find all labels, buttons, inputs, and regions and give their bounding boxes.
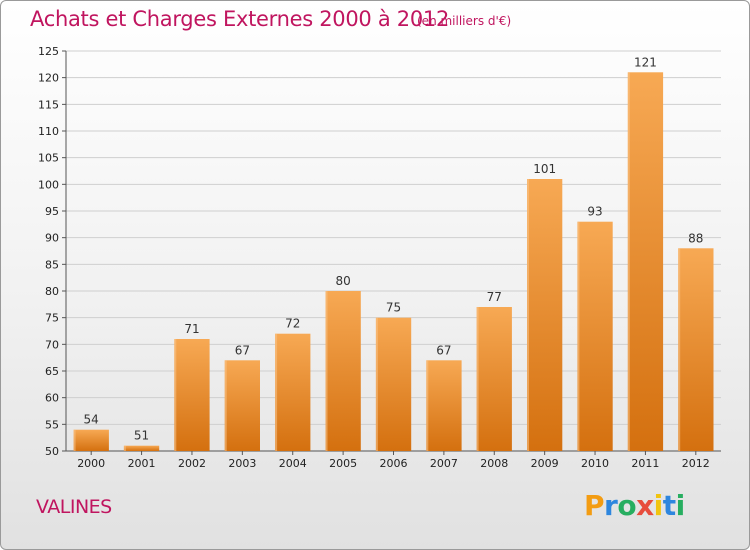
proxiti-logo[interactable]: Proxiti (584, 489, 685, 522)
data-labels: 54 51 71 67 72 80 75 67 77 101 93 121 88 (84, 55, 704, 442)
chart-title: Achats et Charges Externes 2000 à 2012 (30, 7, 450, 31)
bar (174, 339, 210, 451)
x-tick-label: 2010 (581, 457, 609, 470)
y-tick-label: 80 (45, 285, 59, 298)
bar (527, 179, 563, 451)
data-label: 51 (134, 429, 149, 443)
x-tick-label: 2012 (682, 457, 710, 470)
bar (325, 291, 361, 451)
y-tick-label: 90 (45, 232, 59, 245)
x-tick-label: 2008 (480, 457, 508, 470)
bar (224, 360, 260, 451)
bar (275, 333, 311, 451)
logo-letter: o (617, 489, 637, 522)
y-tick-label: 70 (45, 338, 59, 351)
bar-highlight (73, 429, 76, 451)
bar (123, 445, 160, 451)
x-tick-label: 2004 (279, 457, 307, 470)
y-tick-label: 100 (38, 178, 59, 191)
bar-highlight (577, 221, 580, 451)
bar-highlight (627, 72, 630, 452)
y-tick-label: 95 (45, 205, 59, 218)
data-label: 121 (634, 55, 657, 69)
data-label: 88 (688, 231, 703, 245)
data-label: 75 (386, 301, 401, 315)
x-tick-label: 2000 (77, 457, 105, 470)
logo-letter: i (653, 489, 664, 522)
y-tick-label: 125 (38, 45, 59, 58)
bar-highlight (275, 333, 278, 451)
bar (375, 317, 412, 451)
y-tick-label: 105 (38, 152, 59, 165)
data-label: 71 (184, 322, 199, 336)
bar (426, 360, 462, 451)
y-tick-label: 65 (45, 365, 59, 378)
bars (73, 72, 714, 452)
data-label: 54 (84, 413, 99, 427)
y-tick-label: 85 (45, 258, 59, 271)
bar-highlight (678, 248, 681, 451)
bar-highlight (174, 339, 177, 451)
chart-subtitle: (en milliers d'€) (417, 14, 512, 28)
logo-letter: i (675, 489, 686, 522)
data-label: 67 (436, 343, 451, 357)
logo-letter: P (584, 489, 605, 522)
bar-highlight (476, 307, 479, 451)
x-tick-label: 2005 (329, 457, 357, 470)
y-tick-label: 115 (38, 98, 59, 111)
data-label: 101 (533, 162, 556, 176)
y-tick-label: 60 (45, 392, 59, 405)
x-tick-label: 2006 (380, 457, 408, 470)
logo-letter: x (636, 489, 654, 522)
bar (627, 72, 664, 452)
x-tick-label: 2003 (228, 457, 256, 470)
y-tick-label: 110 (38, 125, 59, 138)
bar-highlight (325, 291, 328, 451)
bar (476, 307, 512, 451)
bar-highlight (224, 360, 227, 451)
x-tick-label: 2001 (128, 457, 156, 470)
bar-highlight (123, 445, 126, 451)
data-label: 77 (487, 290, 502, 304)
data-label: 80 (335, 274, 350, 288)
y-tick-label: 75 (45, 312, 59, 325)
bar-highlight (426, 360, 429, 451)
bar (73, 429, 109, 451)
y-tick-label: 120 (38, 72, 59, 85)
bar (678, 248, 714, 451)
bar (577, 221, 613, 451)
y-tick-label: 55 (45, 418, 59, 431)
bar-highlight (527, 179, 529, 451)
town-name: VALINES (36, 496, 112, 518)
data-label: 72 (285, 317, 300, 331)
bar-highlight (375, 317, 378, 451)
data-label: 93 (587, 205, 602, 219)
x-tick-label: 2011 (631, 457, 659, 470)
x-tick-label: 2007 (430, 457, 458, 470)
logo-letter: t (662, 489, 676, 522)
x-tick-label: 2009 (531, 457, 559, 470)
data-label: 67 (235, 343, 250, 357)
y-tick-label: 50 (45, 445, 59, 458)
logo-letter: r (604, 489, 618, 522)
x-tick-label: 2002 (178, 457, 206, 470)
